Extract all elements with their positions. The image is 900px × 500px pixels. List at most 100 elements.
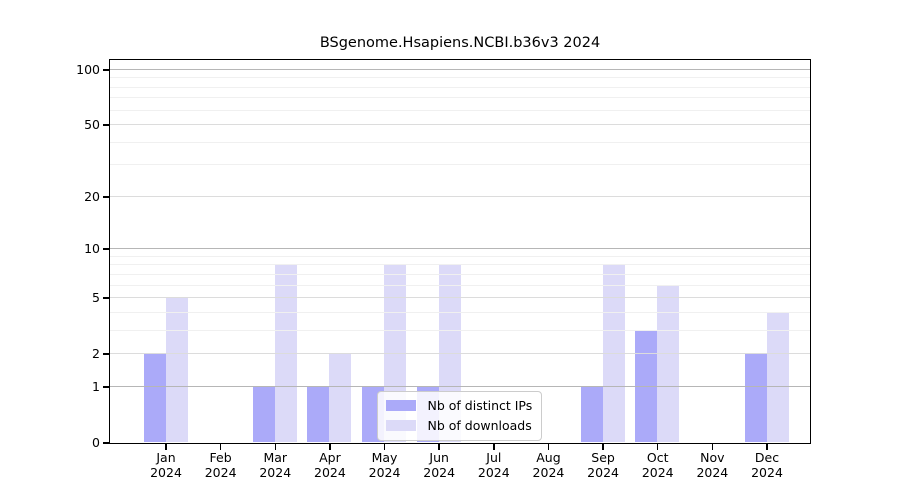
- minor-gridline-3: [109, 329, 810, 331]
- bar-downloads-apr: [329, 353, 352, 443]
- x-tick-label-year: 2024: [477, 464, 510, 480]
- x-tick-label-year: 2024: [259, 464, 292, 480]
- minor-gridline-6: [109, 284, 810, 286]
- minor-gridline-60: [109, 109, 810, 111]
- x-tick-label-month: Jul: [486, 450, 502, 465]
- y-tick-50: [103, 124, 109, 126]
- x-tick-label-year: 2024: [368, 464, 401, 480]
- x-tick-label-jan: Jan 2024: [138, 450, 194, 480]
- x-tick-label-year: 2024: [696, 464, 729, 480]
- y-tick-10: [103, 248, 109, 250]
- x-tick-label-month: Nov: [700, 450, 725, 465]
- bar-downloads-jan: [165, 297, 188, 443]
- y-tick-5: [103, 297, 109, 299]
- x-tick-may: [383, 444, 386, 450]
- y-tick-label-0: 0: [92, 435, 100, 450]
- bar-distinct-ips-sep: [580, 386, 603, 443]
- major-gridline-2: [109, 353, 810, 355]
- y-tick-1: [103, 386, 109, 388]
- x-tick-label-month: Aug: [536, 450, 561, 465]
- x-tick-jun: [438, 444, 440, 450]
- y-tick-label-50: 50: [84, 117, 100, 133]
- y-tick-label-5: 5: [92, 290, 100, 306]
- y-tick-label-10: 10: [84, 241, 100, 257]
- gridlines-layer: [109, 60, 810, 443]
- major-gridline-50: [109, 124, 810, 126]
- minor-gridline-4: [109, 311, 810, 313]
- legend-swatch-downloads: [385, 420, 416, 431]
- bar-distinct-ips-dec: [744, 353, 767, 443]
- major-gridline-5: [109, 297, 810, 299]
- x-tick-label-dec: Dec 2024: [739, 450, 795, 480]
- x-tick-label-jul: Jul 2024: [466, 450, 522, 480]
- x-tick-label-year: 2024: [587, 464, 619, 480]
- x-tick-label-month: Apr: [319, 450, 341, 465]
- x-tick-jul: [493, 444, 495, 450]
- y-tick-100: [103, 69, 109, 71]
- x-tick-label-year: 2024: [532, 464, 565, 480]
- minor-gridline-7: [109, 273, 810, 275]
- x-tick-label-month: Feb: [209, 450, 232, 465]
- x-tick-label-mar: Mar 2024: [247, 450, 303, 480]
- x-tick-mar: [274, 444, 277, 450]
- x-tick-dec: [766, 444, 768, 450]
- x-tick-label-month: May: [371, 450, 398, 465]
- x-tick-label-aug: Aug 2024: [520, 450, 576, 480]
- bar-downloads-dec: [766, 312, 789, 443]
- minor-gridline-8: [109, 264, 810, 266]
- y-tick-label-1: 1: [92, 378, 100, 394]
- x-tick-label-month: Dec: [754, 450, 780, 465]
- minor-gridline-90: [109, 77, 810, 79]
- x-tick-label-may: May 2024: [357, 450, 413, 480]
- x-tick-label-month: Sep: [591, 450, 615, 465]
- legend-item-downloads: Nb of downloads: [385, 417, 533, 434]
- y-tick-0: [103, 442, 109, 444]
- bar-distinct-ips-apr: [307, 386, 330, 443]
- x-tick-oct: [656, 444, 659, 450]
- x-tick-label-feb: Feb 2024: [193, 450, 249, 480]
- x-tick-label-oct: Oct 2024: [630, 450, 686, 480]
- minor-gridline-40: [109, 141, 810, 143]
- x-tick-label-month: Jun: [429, 450, 449, 465]
- x-tick-label-year: 2024: [204, 464, 237, 480]
- legend-label-downloads: Nb of downloads: [427, 417, 532, 433]
- x-tick-label-year: 2024: [641, 464, 674, 480]
- x-tick-label-jun: Jun 2024: [411, 450, 467, 480]
- y-tick-20: [103, 196, 109, 198]
- decade-gridline-10: [109, 248, 810, 250]
- x-tick-feb: [219, 444, 222, 450]
- x-tick-label-year: 2024: [423, 464, 456, 480]
- x-tick-label-sep: Sep 2024: [575, 450, 631, 480]
- legend: Nb of distinct IPs Nb of downloads: [376, 390, 543, 441]
- legend-label-distinct-ips: Nb of distinct IPs: [427, 397, 533, 413]
- y-tick-2: [103, 353, 109, 355]
- decade-gridline-1: [109, 385, 810, 387]
- x-tick-label-year: 2024: [314, 464, 346, 480]
- minor-gridline-30: [109, 164, 810, 166]
- decade-gridline-100: [109, 69, 810, 70]
- minor-gridline-80: [109, 86, 810, 88]
- minor-gridline-9: [109, 255, 810, 257]
- x-tick-label-apr: Apr 2024: [302, 450, 358, 480]
- major-gridline-20: [109, 195, 810, 197]
- bar-distinct-ips-jan: [143, 353, 166, 443]
- chart-title: BSgenome.Hsapiens.NCBI.b36v3 2024: [319, 35, 601, 51]
- minor-gridline-70: [109, 97, 810, 99]
- x-tick-label-month: Oct: [646, 450, 669, 465]
- y-tick-label-100: 100: [76, 62, 100, 77]
- x-tick-label-year: 2024: [150, 464, 182, 480]
- x-tick-label-year: 2024: [751, 464, 783, 480]
- x-tick-aug: [547, 444, 550, 450]
- x-tick-label-month: Jan: [156, 450, 176, 465]
- legend-swatch-distinct-ips: [385, 400, 416, 411]
- bar-downloads-oct: [657, 285, 680, 443]
- x-tick-jan: [165, 444, 167, 450]
- x-tick-sep: [602, 444, 604, 450]
- plot-area: Nb of distinct IPs Nb of downloads: [108, 58, 811, 444]
- y-tick-label-2: 2: [92, 346, 100, 362]
- x-tick-apr: [329, 444, 331, 450]
- bar-distinct-ips-mar: [252, 386, 275, 443]
- x-tick-label-month: Mar: [263, 450, 288, 465]
- x-tick-label-nov: Nov 2024: [684, 450, 740, 480]
